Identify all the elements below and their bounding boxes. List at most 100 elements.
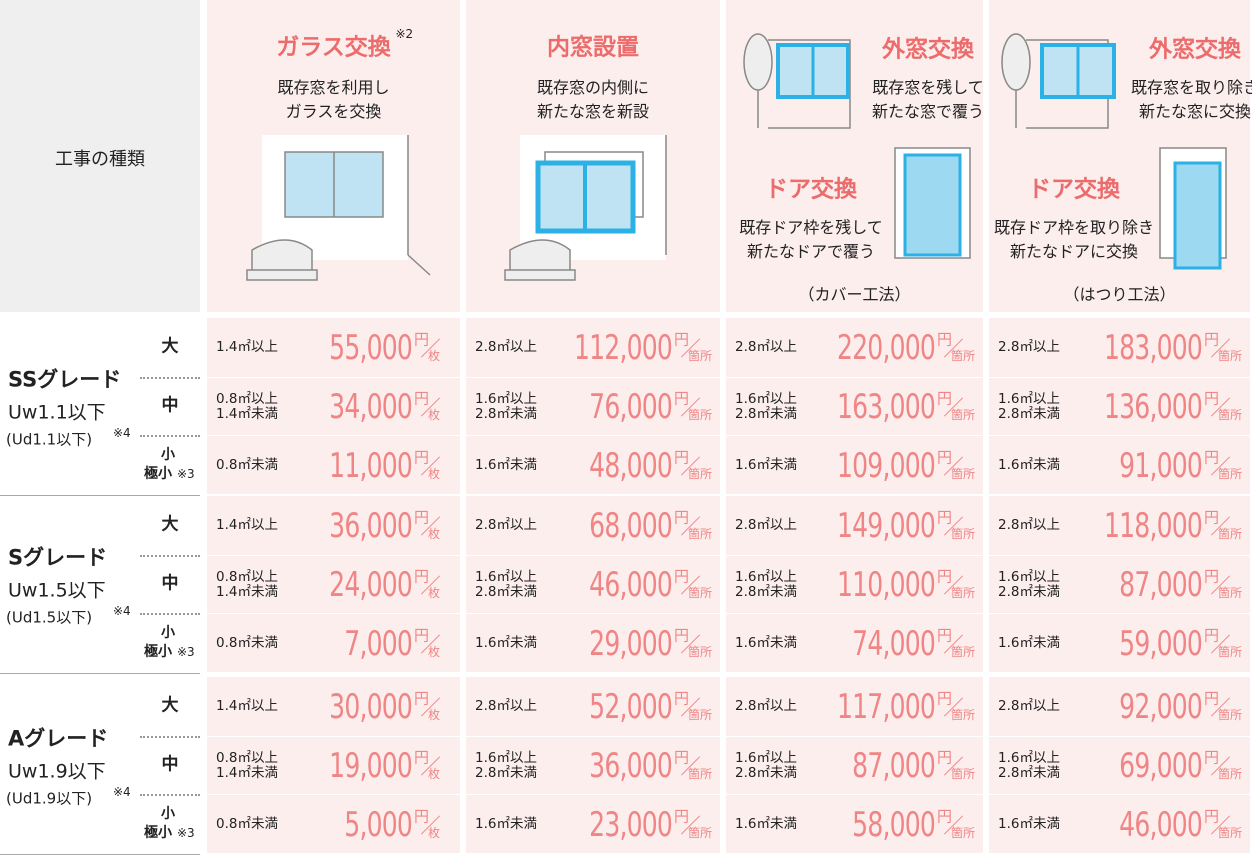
area-label: 1.6㎡以上	[475, 391, 537, 408]
price: 59,000	[1119, 623, 1203, 664]
size-label: 大	[161, 695, 179, 716]
currency-unit: 円	[414, 389, 430, 408]
row-divider	[466, 613, 720, 615]
price: 46,000	[1119, 804, 1203, 845]
door-description: 既存ドア枠を取り除き	[993, 218, 1155, 237]
currency-unit: 円	[937, 330, 953, 349]
size-label: 極小	[144, 824, 172, 841]
column-band	[207, 677, 460, 854]
price: 46,000	[589, 565, 673, 606]
currency-unit: 円	[937, 508, 953, 527]
price: 24,000	[329, 565, 413, 606]
area-label: 1.6㎡未満	[735, 634, 797, 651]
area-label: 1.6㎡以上	[735, 391, 797, 408]
currency-unit: 円	[937, 448, 953, 467]
per-unit: 枚	[428, 825, 441, 840]
area-label: 0.8㎡以上	[216, 750, 278, 767]
row-divider	[140, 376, 200, 379]
grade-ud: (Ud1.5以下)	[6, 608, 93, 627]
group-separator	[0, 673, 200, 675]
currency-unit: 円	[414, 689, 430, 708]
area-label: 1.6㎡以上	[475, 569, 537, 586]
price: 87,000	[1119, 565, 1203, 606]
currency-unit: 円	[937, 807, 953, 826]
note: ※4	[113, 604, 131, 618]
area-label: 2.8㎡未満	[475, 765, 537, 782]
column-title: 外窓交換	[1149, 36, 1241, 63]
grade-uw: Uw1.5以下	[8, 579, 106, 602]
grade-name: Sグレード	[8, 545, 108, 570]
method-label: （はつり工法）	[1063, 285, 1176, 304]
per-unit: 枚	[428, 466, 441, 481]
currency-unit: 円	[674, 567, 690, 586]
column-title: 内窓設置	[547, 34, 639, 61]
price: 52,000	[589, 687, 673, 728]
area-label: 0.8㎡以上	[216, 569, 278, 586]
currency-unit: 円	[414, 508, 430, 527]
row-divider	[207, 376, 460, 378]
currency-unit: 円	[674, 748, 690, 767]
price: 87,000	[852, 746, 936, 787]
row-divider	[989, 376, 1250, 378]
row-divider	[207, 794, 460, 796]
column-band	[466, 677, 720, 854]
note: ※2	[395, 27, 414, 41]
price: 19,000	[329, 746, 413, 787]
per-unit: 枚	[428, 408, 441, 423]
column-band	[207, 496, 460, 673]
currency-unit: 円	[1204, 389, 1220, 408]
column-band	[207, 318, 460, 495]
per-unit: 箇所	[951, 527, 976, 542]
grade-uw: Uw1.1以下	[8, 401, 106, 424]
currency-unit: 円	[1204, 689, 1220, 708]
area-label: 1.4㎡未満	[216, 584, 278, 601]
per-unit: 箇所	[688, 644, 713, 659]
price: 183,000	[1104, 328, 1203, 369]
area-label: 2.8㎡未満	[998, 584, 1060, 601]
per-unit: 箇所	[951, 408, 976, 423]
row-divider	[989, 613, 1250, 615]
grade-ud: (Ud1.1以下)	[6, 430, 93, 449]
per-unit: 箇所	[1218, 466, 1243, 481]
currency-unit: 円	[674, 626, 690, 645]
price: 58,000	[852, 804, 936, 845]
area-label: 2.8㎡以上	[475, 339, 537, 356]
price: 36,000	[329, 506, 413, 547]
area-label: 0.8㎡未満	[216, 815, 278, 832]
price: 48,000	[589, 445, 673, 486]
area-label: 1.4㎡未満	[216, 406, 278, 423]
per-unit: 箇所	[688, 708, 713, 723]
row-divider	[466, 794, 720, 796]
group-separator	[0, 495, 200, 497]
note: ※3	[177, 825, 195, 840]
grade-uw: Uw1.9以下	[8, 760, 106, 783]
per-unit: 枚	[428, 586, 441, 601]
note: ※3	[177, 644, 195, 659]
column-description: 既存窓を取り除き	[1130, 78, 1252, 97]
size-label: 小	[161, 446, 175, 463]
currency-unit: 円	[674, 389, 690, 408]
price: 163,000	[837, 387, 936, 428]
area-label: 1.6㎡未満	[998, 815, 1060, 832]
area-label: 2.8㎡以上	[998, 517, 1060, 534]
size-label: 極小	[144, 465, 172, 482]
per-unit: 箇所	[1218, 708, 1243, 723]
size-label: 小	[161, 624, 175, 641]
method-label: （カバー工法）	[798, 285, 911, 304]
currency-unit: 円	[1204, 508, 1220, 527]
price: 76,000	[589, 387, 673, 428]
door-description: 新たなドアで覆う	[746, 242, 876, 261]
door-title: ドア交換	[1028, 176, 1120, 203]
size-label: 大	[161, 514, 179, 535]
per-unit: 箇所	[1218, 349, 1243, 364]
price: 30,000	[329, 687, 413, 728]
area-label: 2.8㎡未満	[998, 406, 1060, 423]
currency-unit: 円	[674, 448, 690, 467]
column-description: 既存窓を利用し	[277, 78, 390, 97]
area-label: 2.8㎡未満	[475, 584, 537, 601]
area-label: 2.8㎡未満	[735, 584, 797, 601]
currency-unit: 円	[414, 330, 430, 349]
row-divider	[989, 735, 1250, 737]
area-label: 0.8㎡以上	[216, 391, 278, 408]
area-label: 1.6㎡未満	[735, 456, 797, 473]
